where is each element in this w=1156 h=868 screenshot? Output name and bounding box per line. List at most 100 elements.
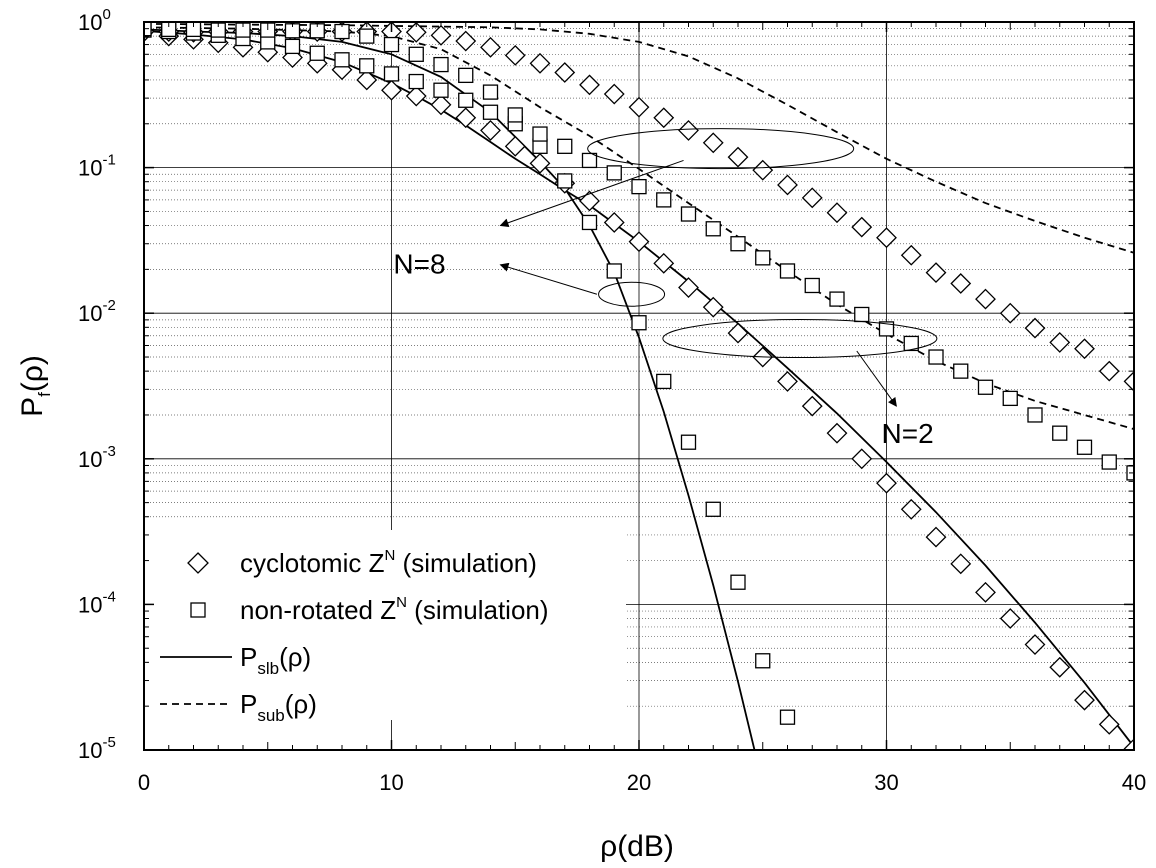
square-point: [408, 73, 424, 90]
square-point: [458, 67, 474, 84]
diamond-point: [851, 448, 873, 470]
y-axis-title: Pf(ρ): [16, 355, 54, 417]
y-tick-base: 10: [78, 738, 102, 763]
diamond-point: [777, 370, 798, 392]
square-point: [606, 165, 622, 181]
y-tick-exponent: -1: [102, 152, 115, 169]
legend-text: P: [240, 642, 257, 672]
square-point: [705, 501, 721, 517]
diamond-point: [405, 85, 427, 107]
legend-text: cyclotomic Z: [240, 548, 385, 578]
square-point: [631, 178, 647, 195]
square-point: [557, 173, 573, 189]
legend-suffix: (simulation): [395, 548, 537, 578]
diamond-point: [430, 94, 452, 116]
square-point: [928, 349, 944, 365]
y-axis-title-arg: (ρ): [16, 355, 49, 392]
legend-subscript: slb: [257, 659, 279, 678]
square-point: [705, 221, 721, 237]
square-point: [383, 36, 400, 53]
annotation-label: N=2: [882, 418, 934, 449]
square-point: [779, 263, 796, 279]
square-point: [581, 152, 598, 169]
y-axis-title-base: P: [16, 397, 49, 417]
y-tick-exponent: -5: [102, 734, 115, 751]
diamond-point: [430, 24, 452, 46]
y-tick-label: 10-3: [78, 443, 116, 472]
group-ellipse: [587, 128, 855, 170]
legend: cyclotomic ZN (simulation)non-rotated ZN…: [148, 530, 626, 725]
annotation-arrow: [499, 262, 598, 295]
group-ellipse: [598, 281, 666, 307]
y-tick-base: 10: [78, 156, 102, 181]
diamond-point: [455, 107, 477, 129]
y-tick-label: 10-2: [78, 297, 116, 326]
diamond-point: [975, 288, 996, 310]
legend-text: non-rotated Z: [240, 595, 396, 625]
annotation-arrow: [856, 350, 897, 407]
square-point: [383, 66, 400, 82]
square-point: [557, 138, 573, 154]
diamond-point: [1098, 360, 1120, 382]
square-point: [482, 84, 499, 100]
legend-item: Pslb(ρ): [160, 642, 311, 678]
square-point: [755, 250, 771, 266]
square-point: [433, 56, 449, 73]
diamond-point: [381, 79, 402, 101]
y-tick-label: 10-1: [78, 152, 116, 181]
diamond-point: [628, 231, 650, 253]
square-point: [433, 82, 449, 98]
axes: 0 10 20 30 4010010-110-210-310-410-5ρ(dB)Pf(…: [16, 6, 1146, 863]
square-point: [680, 206, 697, 222]
diamond-point: [455, 30, 477, 52]
square-point: [804, 277, 820, 294]
diamond-point: [999, 302, 1021, 324]
legend-background: [148, 530, 626, 720]
diamond-point: [579, 190, 600, 212]
diamond-point: [1123, 370, 1134, 392]
legend-suffix: (simulation): [407, 595, 549, 625]
legend-superscript: N: [396, 594, 407, 611]
diamond-point: [801, 395, 823, 417]
y-axis-title-sub: f: [35, 392, 54, 397]
diamond-point: [999, 608, 1021, 629]
y-tick-label: 100: [78, 6, 111, 35]
diamond-point: [678, 120, 699, 141]
diamond-point: [925, 262, 947, 284]
series-group: [144, 22, 1134, 750]
legend-superscript: N: [384, 547, 395, 564]
square-point: [532, 126, 548, 142]
square-point: [977, 379, 994, 395]
diamond-point: [678, 277, 699, 298]
square-point: [1002, 390, 1018, 407]
square-point: [656, 192, 672, 208]
diamond-point: [529, 52, 551, 74]
diamond-point: [826, 422, 848, 444]
diamond-point: [900, 244, 922, 266]
diamond-point: [529, 152, 551, 174]
diamond-point: [1123, 738, 1134, 750]
square-point: [408, 46, 424, 62]
diamond-point: [1074, 338, 1095, 360]
square-point: [730, 574, 746, 590]
diamond-point: [727, 322, 749, 344]
annotation-arrow: [499, 159, 684, 228]
diamond-point: [727, 146, 749, 168]
square-point: [903, 335, 919, 352]
square-point: [1101, 454, 1117, 470]
diamond-point: [851, 216, 873, 238]
group-ellipse: [662, 319, 938, 359]
x-tick-label: 40: [1122, 770, 1146, 795]
square-point: [878, 321, 895, 337]
diamond-point: [504, 135, 526, 157]
square-point: [482, 104, 499, 120]
square-point: [755, 653, 771, 669]
diamond-point: [876, 472, 897, 494]
y-tick-base: 10: [78, 301, 102, 326]
square-point: [656, 373, 672, 390]
diamond-point: [1024, 317, 1046, 339]
diamond-point: [554, 62, 576, 83]
diamond-point: [801, 187, 823, 209]
